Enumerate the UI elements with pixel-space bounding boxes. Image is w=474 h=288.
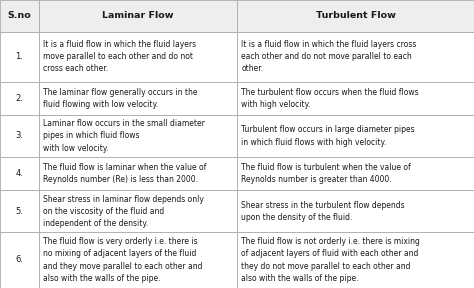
Bar: [0, 232, 39, 288]
Bar: [39, 232, 237, 288]
Bar: [237, 232, 474, 288]
Text: Laminar Flow: Laminar Flow: [102, 12, 173, 20]
Text: 1.: 1.: [16, 52, 23, 61]
Bar: [237, 157, 474, 190]
Bar: [39, 190, 237, 232]
Text: Turbulent flow occurs in large diameter pipes
in which fluid flows with high vel: Turbulent flow occurs in large diameter …: [241, 126, 415, 147]
Text: The laminar flow generally occurs in the
fluid flowing with low velocity.: The laminar flow generally occurs in the…: [43, 88, 198, 109]
Bar: [237, 115, 474, 157]
Bar: [237, 190, 474, 232]
Bar: [0, 157, 39, 190]
Text: 3.: 3.: [16, 132, 23, 141]
Text: 5.: 5.: [16, 207, 23, 216]
Text: The turbulent flow occurs when the fluid flows
with high velocity.: The turbulent flow occurs when the fluid…: [241, 88, 419, 109]
Bar: [39, 157, 237, 190]
Bar: [237, 0, 474, 32]
Bar: [0, 32, 39, 82]
Text: Shear stress in the turbulent flow depends
upon the density of the fluid.: Shear stress in the turbulent flow depen…: [241, 201, 405, 222]
Text: 4.: 4.: [16, 169, 23, 178]
Text: The fluid flow is turbulent when the value of
Reynolds number is greater than 40: The fluid flow is turbulent when the val…: [241, 163, 411, 184]
Bar: [0, 115, 39, 157]
Text: The fluid flow is very orderly i.e. there is
no mixing of adjacent layers of the: The fluid flow is very orderly i.e. ther…: [43, 237, 203, 283]
Bar: [237, 82, 474, 115]
Text: The fluid flow is not orderly i.e. there is mixing
of adjacent layers of fluid w: The fluid flow is not orderly i.e. there…: [241, 237, 420, 283]
Bar: [39, 115, 237, 157]
Bar: [39, 0, 237, 32]
Bar: [39, 32, 237, 82]
Text: Shear stress in laminar flow depends only
on the viscosity of the fluid and
inde: Shear stress in laminar flow depends onl…: [43, 195, 204, 228]
Text: The fluid flow is laminar when the value of
Reynolds number (Re) is less than 20: The fluid flow is laminar when the value…: [43, 163, 207, 184]
Text: 2.: 2.: [16, 94, 23, 103]
Bar: [237, 32, 474, 82]
Bar: [0, 190, 39, 232]
Text: S.no: S.no: [8, 12, 31, 20]
Bar: [0, 82, 39, 115]
Text: 6.: 6.: [16, 255, 23, 264]
Text: Turbulent Flow: Turbulent Flow: [316, 12, 395, 20]
Bar: [0, 0, 39, 32]
Text: It is a fluid flow in which the fluid layers
move parallel to each other and do : It is a fluid flow in which the fluid la…: [43, 40, 197, 73]
Text: It is a fluid flow in which the fluid layers cross
each other and do not move pa: It is a fluid flow in which the fluid la…: [241, 40, 417, 73]
Bar: [39, 82, 237, 115]
Text: Laminar flow occurs in the small diameter
pipes in which fluid flows
with low ve: Laminar flow occurs in the small diamete…: [43, 119, 205, 153]
